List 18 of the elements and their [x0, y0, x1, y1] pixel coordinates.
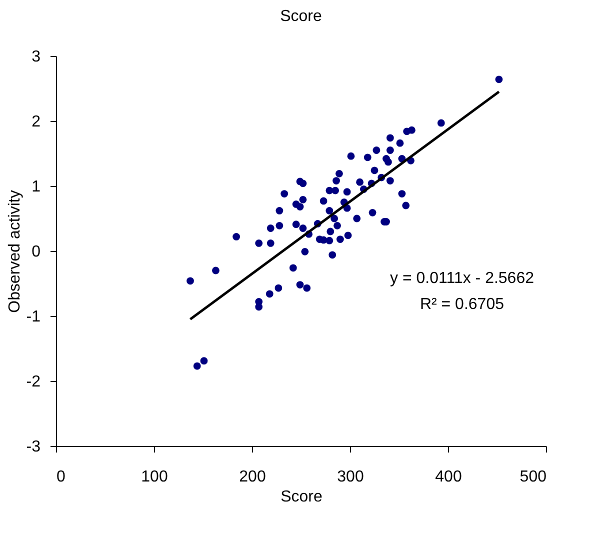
y-tick-label: -3	[26, 438, 41, 456]
x-tick-label: 0	[56, 468, 66, 486]
chart-title: Score	[280, 8, 322, 25]
y-tick-label: 0	[32, 244, 41, 260]
y-tick-label: 3	[32, 48, 41, 66]
annotation: R² = 0.6705	[420, 296, 504, 313]
y-axis-title: Observed activity	[6, 190, 24, 313]
x-tick-label: 400	[435, 468, 462, 486]
x-axis-title: Score	[280, 488, 322, 506]
y-tick-label: 2	[32, 114, 41, 130]
y-tick-label: -2	[26, 374, 41, 390]
annotation: y = 0.0111x - 2.5662	[390, 270, 534, 287]
x-tick-label: 300	[337, 468, 364, 486]
y-tick-label: -1	[26, 308, 41, 326]
x-tick-label: 100	[141, 468, 168, 486]
y-tick-label: 1	[32, 178, 41, 196]
x-tick-label: 500	[520, 468, 547, 486]
x-tick-label: 200	[239, 468, 266, 486]
